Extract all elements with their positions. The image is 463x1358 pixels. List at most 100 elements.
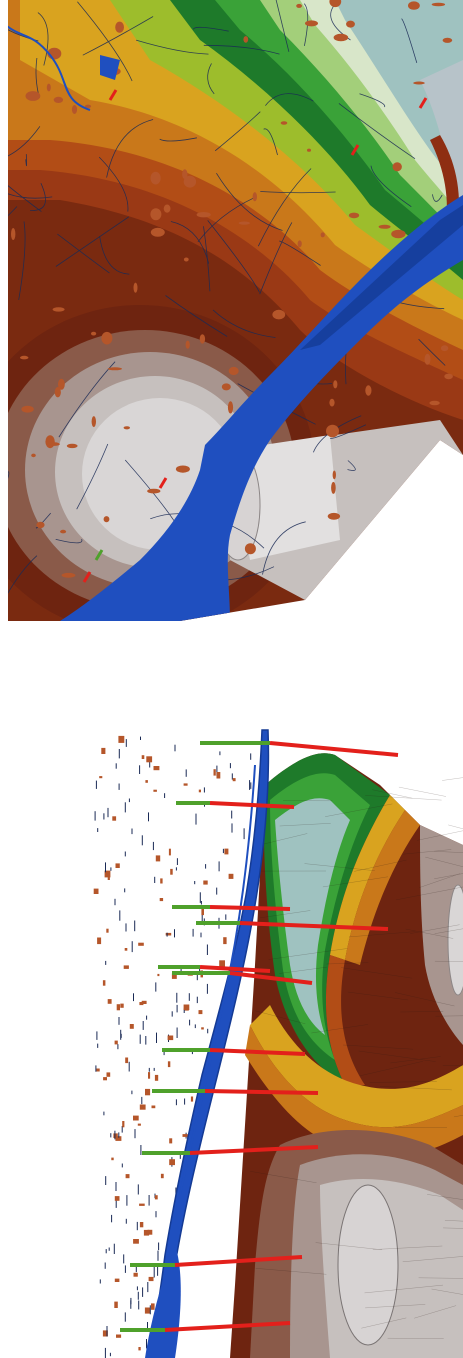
road-segment	[176, 1027, 178, 1038]
road-segment	[155, 1211, 157, 1218]
road	[37, 12, 49, 66]
urban-area	[147, 1229, 153, 1235]
road-segment	[124, 888, 126, 893]
urban-area	[46, 83, 51, 92]
urban-area	[296, 3, 302, 8]
contour-line	[434, 873, 463, 879]
road-segment	[111, 1214, 113, 1223]
road-and-urban-specks	[93, 735, 252, 1358]
road-segment	[94, 811, 96, 821]
contour-line	[434, 961, 463, 962]
road-segment	[113, 1243, 115, 1254]
road	[212, 309, 276, 338]
road-segment	[105, 1176, 107, 1185]
contour-line	[400, 1011, 444, 1013]
urban-area	[442, 37, 453, 43]
road-segment	[175, 1099, 177, 1106]
marker-long	[229, 971, 313, 985]
urban-area	[125, 1057, 129, 1064]
urban-area	[114, 1040, 118, 1045]
urban-area	[60, 529, 67, 534]
urban-area	[185, 340, 190, 349]
urban-area	[113, 1133, 118, 1138]
marker-long	[209, 801, 295, 809]
urban-area	[11, 228, 16, 240]
road	[279, 240, 321, 266]
road-segment	[103, 813, 105, 820]
road-segment	[140, 1145, 142, 1155]
road-segment	[139, 765, 141, 774]
urban-area	[123, 965, 129, 969]
road-segment	[104, 1262, 106, 1269]
urban-area	[444, 526, 452, 532]
road-segment	[110, 1133, 112, 1138]
contour-line	[315, 1242, 383, 1250]
road-segment	[199, 966, 201, 974]
contour-line	[342, 1044, 414, 1050]
urban-area	[244, 543, 256, 555]
urban-area	[232, 778, 236, 782]
road-segment	[158, 1242, 160, 1251]
road	[359, 93, 386, 108]
road-segment	[106, 1326, 108, 1337]
urban-area	[326, 424, 339, 438]
urban-area	[243, 36, 249, 43]
urban-area	[216, 772, 221, 779]
urban-area	[99, 776, 103, 779]
marker-long	[239, 921, 389, 931]
road-segment	[166, 932, 168, 937]
road-segment	[114, 1130, 116, 1140]
urban-area	[159, 898, 164, 902]
urban-area	[160, 878, 163, 884]
contour-line	[260, 910, 311, 918]
urban-area	[115, 863, 120, 868]
road-segment	[142, 1287, 144, 1297]
road-segment	[130, 1300, 132, 1309]
lake	[100, 55, 120, 80]
road-segment	[204, 803, 205, 807]
stream	[8, 19, 91, 111]
urban-area	[219, 960, 225, 968]
road	[58, 361, 116, 438]
urban-area	[20, 355, 29, 360]
contour-line	[279, 966, 328, 974]
urban-area	[102, 980, 106, 986]
marker-long	[209, 905, 291, 911]
urban-area	[150, 208, 162, 221]
marker-long	[164, 1321, 291, 1332]
road-segment	[174, 744, 176, 752]
contour-line	[427, 1194, 463, 1200]
contour-line	[434, 928, 463, 934]
road	[8, 206, 18, 222]
road	[265, 93, 314, 106]
urban-area	[170, 868, 173, 875]
urban-area	[141, 755, 145, 759]
urban-area	[97, 937, 102, 945]
contour-line	[398, 786, 447, 797]
road-segment	[250, 782, 252, 789]
road-segment	[141, 1096, 143, 1105]
road-segment	[135, 1263, 137, 1273]
urban-area	[440, 588, 446, 595]
marker-long	[189, 1145, 319, 1155]
urban-area	[378, 224, 391, 229]
road	[214, 111, 261, 152]
contour-line	[390, 1056, 441, 1064]
road-segment	[200, 901, 202, 905]
urban-area	[154, 1074, 159, 1081]
marker	[418, 97, 428, 109]
urban-area	[133, 282, 138, 293]
road	[8, 182, 53, 199]
road-segment	[115, 763, 117, 769]
road-segment	[156, 1032, 157, 1043]
road-segment	[195, 813, 197, 825]
road	[207, 220, 260, 293]
urban-area	[66, 443, 78, 449]
urban-area	[440, 345, 449, 352]
urban-area	[91, 416, 97, 428]
road-segment	[201, 913, 203, 923]
urban-area	[307, 148, 311, 152]
road-segment	[128, 798, 130, 803]
road	[340, 554, 350, 614]
urban-area	[101, 747, 106, 754]
